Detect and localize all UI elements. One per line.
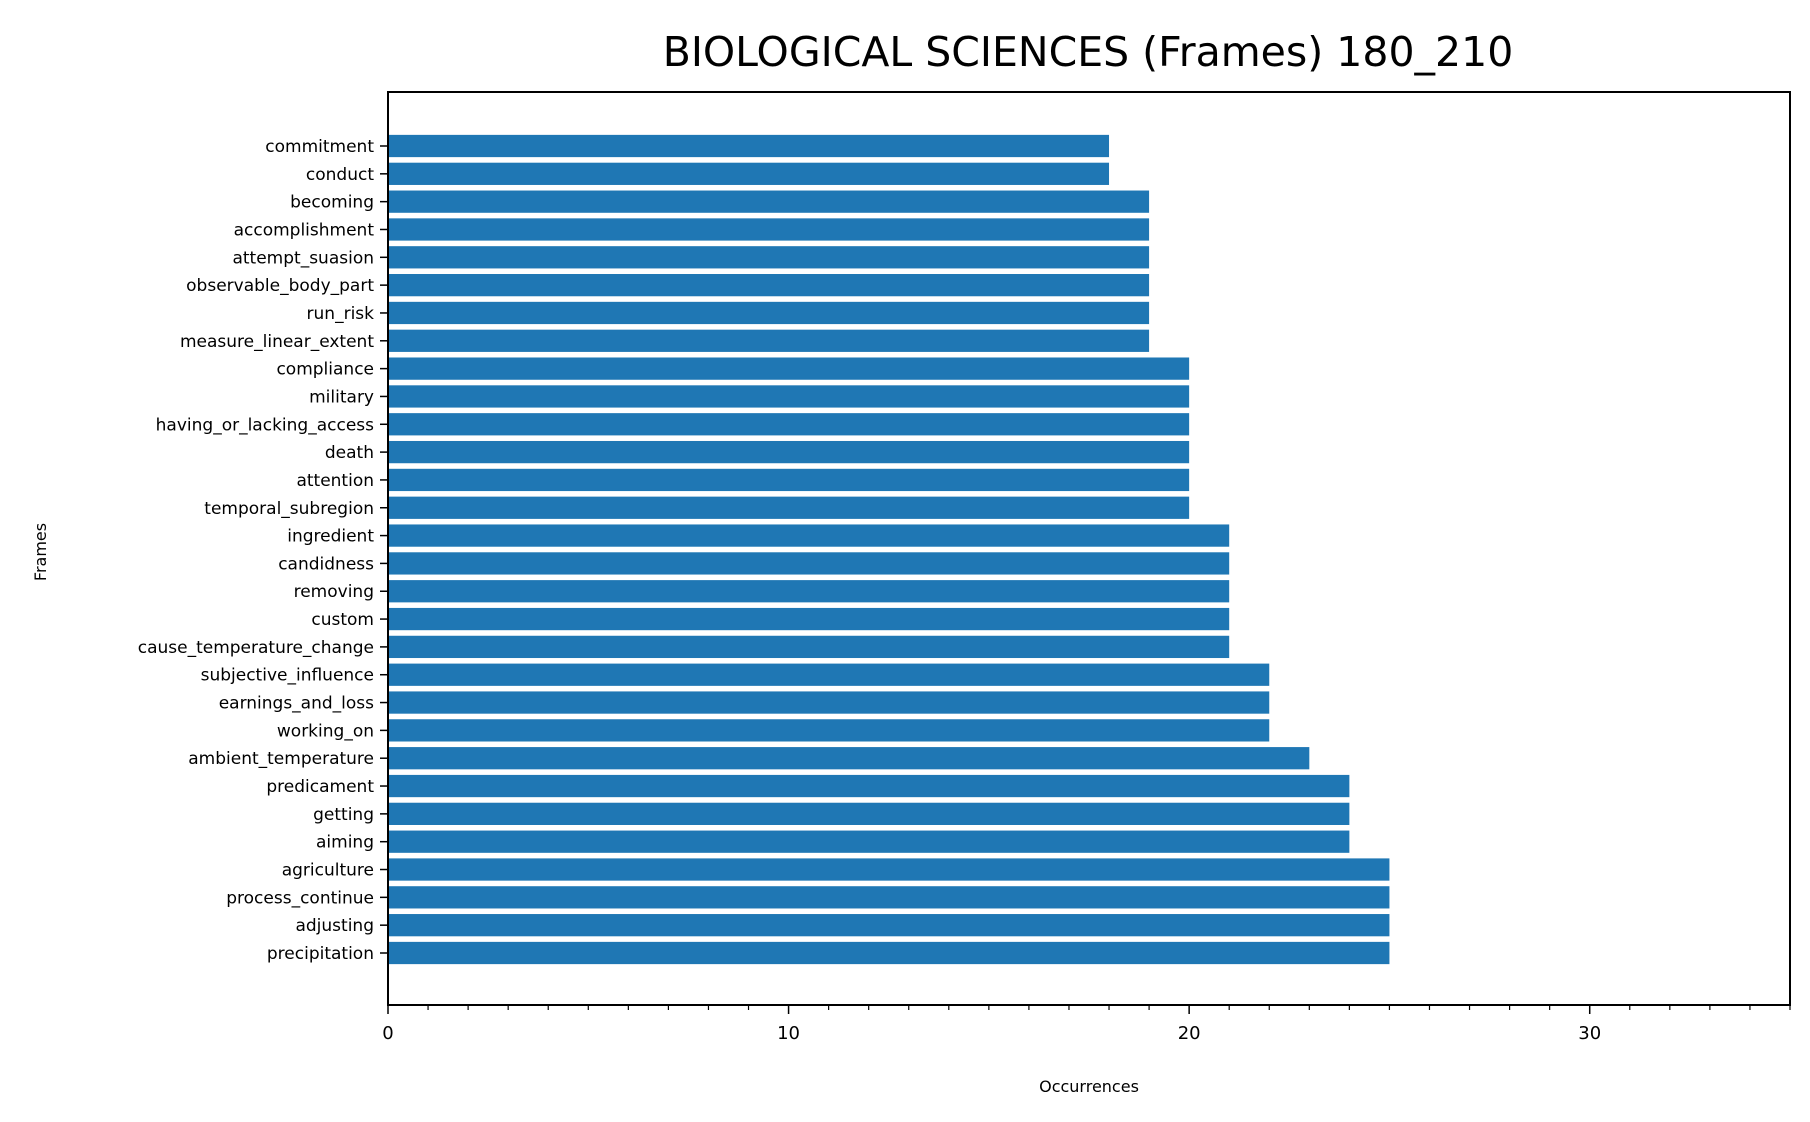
ticks-layer: commitment conduct becoming accomplishment a… <box>138 137 1791 1044</box>
y-tick-label: attention <box>296 471 374 491</box>
y-tick-label: aiming <box>316 833 374 853</box>
bar-removing <box>388 580 1230 603</box>
bar-having_or_lacking_access <box>388 413 1190 436</box>
bar-process_continue <box>388 886 1390 909</box>
bar-predicament <box>388 774 1350 798</box>
x-tick-label: 10 <box>777 1023 800 1044</box>
x-tick-label: 30 <box>1578 1023 1601 1044</box>
bar-temporal_subregion <box>388 496 1190 519</box>
bar-compliance <box>388 357 1190 380</box>
plot-frame <box>387 91 1791 1006</box>
bar-run_risk <box>388 301 1150 325</box>
y-tick-label: conduct <box>306 165 374 185</box>
bar-custom <box>388 607 1230 631</box>
bar-earnings_and_loss <box>388 691 1270 714</box>
y-tick-label: earnings_and_loss <box>219 694 374 714</box>
bar-commitment <box>388 134 1110 158</box>
y-tick-label: attempt_suasion <box>232 248 374 268</box>
y-tick-label: ambient_temperature <box>188 749 374 769</box>
bar-agriculture <box>388 858 1390 881</box>
bar-cause_temperature_change <box>388 635 1230 659</box>
y-tick-label: having_or_lacking_access <box>156 415 374 435</box>
bar-precipitation <box>388 941 1390 965</box>
bar-ambient_temperature <box>388 747 1310 770</box>
y-tick-label: process_continue <box>226 888 374 908</box>
y-tick-label: death <box>325 443 374 463</box>
y-axis-label: Frames <box>31 523 50 581</box>
y-tick-label: compliance <box>276 360 374 380</box>
y-tick-label: run_risk <box>307 304 375 324</box>
bar-death <box>388 440 1190 464</box>
bar-ingredient <box>388 524 1230 547</box>
y-tick-label: observable_body_part <box>186 276 374 296</box>
y-tick-label: temporal_subregion <box>204 499 374 519</box>
y-tick-label: ingredient <box>287 527 374 547</box>
x-tick-label: 20 <box>1178 1023 1201 1044</box>
bar-aiming <box>388 830 1350 853</box>
chart-title: BIOLOGICAL SCIENCES (Frames) 180_210 <box>663 28 1514 76</box>
bar-working_on <box>388 719 1270 742</box>
y-tick-label: cause_temperature_change <box>138 638 374 658</box>
y-tick-label: accomplishment <box>234 220 375 240</box>
bar-conduct <box>388 162 1110 185</box>
y-tick-label: adjusting <box>295 916 374 936</box>
bars-layer <box>388 134 1390 965</box>
y-tick-label: subjective_influence <box>201 666 374 686</box>
bar-attempt_suasion <box>388 246 1150 269</box>
bar-observable_body_part <box>388 274 1150 297</box>
y-tick-label: working_on <box>277 721 374 741</box>
y-tick-label: commitment <box>265 137 374 157</box>
y-tick-label: predicament <box>266 777 374 797</box>
bar-subjective_influence <box>388 663 1270 686</box>
bar-adjusting <box>388 914 1390 937</box>
bar-accomplishment <box>388 218 1150 241</box>
bar-measure_linear_extent <box>388 329 1150 352</box>
y-tick-label: military <box>309 387 374 407</box>
bar-attention <box>388 468 1190 492</box>
y-tick-label: measure_linear_extent <box>180 332 374 352</box>
y-tick-label: getting <box>313 805 374 825</box>
y-tick-label: custom <box>311 610 374 630</box>
y-tick-label: becoming <box>290 193 374 213</box>
bar-getting <box>388 802 1350 825</box>
bar-military <box>388 385 1190 408</box>
x-tick-label: 0 <box>382 1023 393 1044</box>
y-tick-label: agriculture <box>282 861 374 881</box>
bar-candidness <box>388 552 1230 575</box>
y-tick-label: candidness <box>278 554 374 574</box>
x-axis-label: Occurrences <box>1039 1077 1139 1096</box>
y-tick-label: removing <box>294 582 374 602</box>
y-tick-label: precipitation <box>267 944 374 964</box>
bar-becoming <box>388 190 1150 213</box>
